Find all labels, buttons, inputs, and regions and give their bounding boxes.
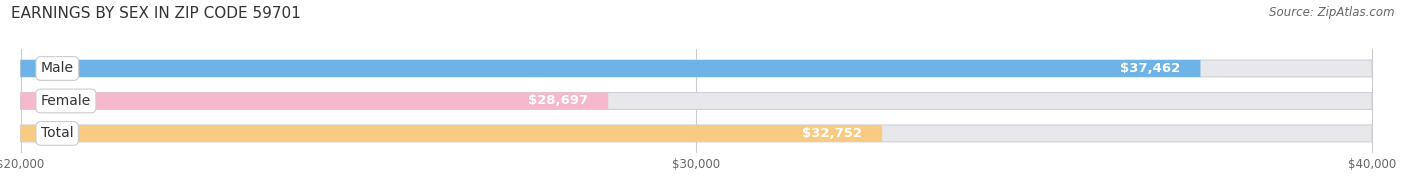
FancyBboxPatch shape <box>21 60 1201 77</box>
Text: $32,752: $32,752 <box>801 127 862 140</box>
FancyBboxPatch shape <box>21 125 882 142</box>
FancyBboxPatch shape <box>21 60 1372 77</box>
Text: Total: Total <box>41 126 73 140</box>
Text: Source: ZipAtlas.com: Source: ZipAtlas.com <box>1270 6 1395 19</box>
FancyBboxPatch shape <box>21 93 1372 109</box>
Text: $28,697: $28,697 <box>527 94 588 107</box>
FancyBboxPatch shape <box>21 93 609 109</box>
Text: Female: Female <box>41 94 91 108</box>
Text: EARNINGS BY SEX IN ZIP CODE 59701: EARNINGS BY SEX IN ZIP CODE 59701 <box>11 6 301 21</box>
FancyBboxPatch shape <box>21 125 1372 142</box>
Text: Male: Male <box>41 62 73 75</box>
Text: $37,462: $37,462 <box>1121 62 1180 75</box>
